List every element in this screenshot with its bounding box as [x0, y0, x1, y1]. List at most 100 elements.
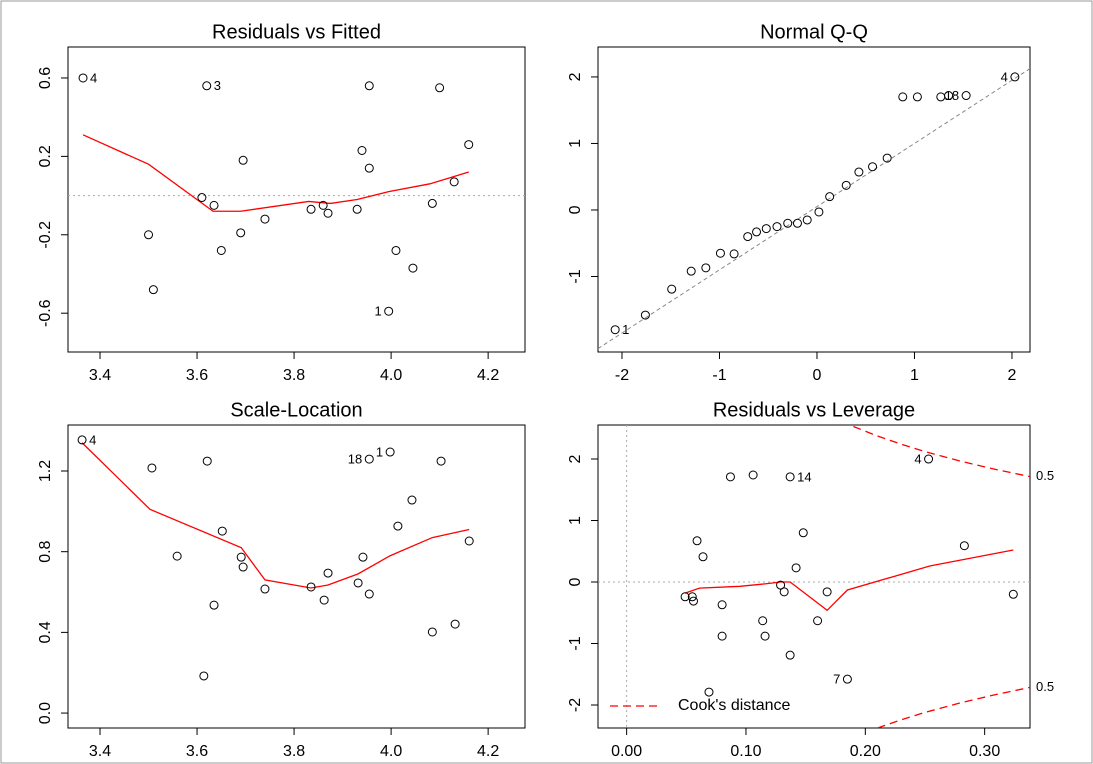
y-tick-label: 0.0	[37, 702, 54, 724]
point	[772, 222, 782, 232]
point	[236, 552, 246, 562]
point	[260, 214, 270, 224]
point	[686, 266, 696, 276]
point	[464, 140, 474, 150]
point	[717, 631, 727, 641]
y-tick-label: 0.8	[37, 540, 54, 562]
point	[760, 631, 770, 641]
point	[868, 162, 878, 172]
x-tick-label: 3.4	[89, 743, 111, 760]
point	[715, 248, 725, 258]
point-label: 4	[90, 70, 97, 85]
point	[785, 650, 795, 660]
point-label: 4	[1001, 69, 1008, 84]
point	[717, 600, 727, 610]
legend-label: Cook's distance	[678, 697, 791, 714]
y-tick-label: 2	[567, 72, 584, 81]
point	[687, 592, 697, 602]
point	[761, 224, 771, 234]
point-label: 4	[89, 432, 96, 447]
point	[77, 435, 87, 445]
point	[393, 521, 403, 531]
smooth-line	[684, 549, 1014, 612]
x-tick-label: 1	[910, 367, 919, 384]
point	[353, 578, 363, 588]
point	[318, 200, 328, 210]
x-tick-label: 3.4	[89, 367, 111, 384]
point	[408, 263, 418, 273]
point	[209, 200, 219, 210]
point	[238, 562, 248, 572]
point	[364, 589, 374, 599]
point	[924, 454, 934, 464]
point	[450, 619, 460, 629]
point	[779, 587, 789, 597]
x-tick-label: 0.30	[969, 743, 1000, 760]
x-tick-label: 4.2	[477, 367, 499, 384]
point	[776, 580, 786, 590]
chart-title: Normal Q-Q	[760, 21, 868, 43]
point	[610, 325, 620, 335]
point	[209, 600, 219, 610]
y-tick-label: 0.4	[37, 621, 54, 643]
point	[202, 456, 212, 466]
point	[1008, 589, 1018, 599]
point-label: 14	[797, 469, 811, 484]
x-tick-label: 0	[813, 367, 822, 384]
point-label: 1	[622, 322, 629, 337]
point-label: 3	[214, 78, 221, 93]
point	[385, 447, 395, 457]
x-tick-label: 3.6	[186, 743, 208, 760]
point	[814, 207, 824, 217]
point	[752, 227, 762, 237]
point	[704, 687, 714, 697]
y-tick-label: 1	[567, 139, 584, 148]
point	[78, 73, 88, 83]
y-tick-label: 0	[567, 205, 584, 214]
point	[798, 528, 808, 538]
x-tick-label: 4.0	[380, 367, 402, 384]
qq-line	[598, 68, 1030, 350]
point	[199, 671, 209, 681]
x-tick-label: 4.2	[477, 743, 499, 760]
point	[667, 284, 677, 294]
point	[882, 153, 892, 163]
point	[260, 584, 270, 594]
point	[1010, 72, 1020, 82]
point	[364, 163, 374, 173]
y-tick-label: -2	[567, 698, 584, 712]
point	[238, 155, 248, 165]
point	[725, 472, 735, 482]
point	[842, 674, 852, 684]
point	[407, 495, 417, 505]
point	[436, 456, 446, 466]
y-tick-label: 1.2	[37, 460, 54, 482]
y-tick-label: 0.6	[37, 67, 54, 89]
point	[364, 81, 374, 91]
point	[427, 198, 437, 208]
point	[464, 536, 474, 546]
cooks-level-label: 0.5	[1036, 468, 1054, 483]
point	[202, 81, 212, 91]
plot-box	[597, 46, 1031, 353]
y-tick-label: 1	[567, 516, 584, 525]
x-tick-label: 3.8	[283, 367, 305, 384]
x-tick-label: -2	[615, 367, 629, 384]
x-tick-label: -1	[712, 367, 726, 384]
point	[427, 627, 437, 637]
y-tick-label: 2	[567, 454, 584, 463]
point	[391, 245, 401, 255]
point	[357, 145, 367, 155]
x-tick-label: 0.00	[611, 743, 642, 760]
point	[729, 249, 739, 259]
point	[743, 232, 753, 242]
point	[825, 192, 835, 202]
point	[692, 536, 702, 546]
y-tick-label: 0.2	[37, 145, 54, 167]
plot-box	[67, 424, 526, 729]
point	[936, 92, 946, 102]
y-tick-label: -1	[567, 636, 584, 650]
point	[822, 587, 832, 597]
point	[306, 204, 316, 214]
